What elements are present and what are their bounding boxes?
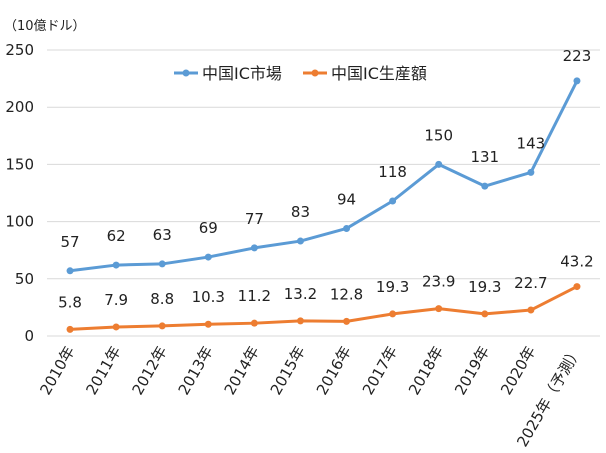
y-tick-label: 100 (5, 213, 34, 231)
data-point (296, 317, 304, 325)
legend-label: 中国IC市場 (202, 64, 282, 83)
x-tick-label: 2020年 (497, 343, 539, 398)
data-point (204, 253, 212, 261)
y-tick-label: 150 (5, 155, 34, 173)
data-point (435, 160, 443, 168)
data-point (250, 319, 258, 327)
legend: 中国IC市場 中国IC生産額 (174, 64, 427, 83)
data-label: 19.3 (376, 278, 409, 296)
data-label: 23.9 (422, 273, 455, 291)
data-point (66, 325, 74, 333)
x-tick-label: 2019年 (451, 343, 493, 398)
y-axis-ticks: 0 50 100 150 200 250 (5, 41, 34, 345)
data-point (435, 305, 443, 313)
data-label: 19.3 (468, 278, 501, 296)
data-label: 62 (107, 227, 126, 245)
data-point (389, 197, 397, 205)
legend-label: 中国IC生産額 (331, 64, 427, 83)
data-point (204, 320, 212, 328)
data-label: 13.2 (284, 285, 317, 303)
data-label: 57 (60, 233, 79, 251)
y-tick-label: 0 (24, 327, 34, 345)
data-label: 5.8 (58, 293, 82, 311)
data-label: 8.8 (150, 290, 174, 308)
data-point (343, 224, 351, 232)
x-tick-label: 2017年 (359, 343, 401, 398)
x-tick-label: 2014年 (221, 343, 263, 398)
data-labels: 57 62 63 69 77 83 94 118 150 131 143 223 5.8 7.9 8.8 10… (58, 47, 594, 311)
y-tick-label: 50 (15, 270, 34, 288)
data-point (112, 323, 120, 331)
gridlines (47, 49, 600, 337)
data-point (158, 322, 166, 330)
data-label: 69 (199, 219, 218, 237)
data-label: 7.9 (104, 291, 128, 309)
data-point (389, 310, 397, 318)
data-point (112, 261, 120, 269)
x-axis-ticks: 2010年 2011年 2012年 2013年 2014年 2015年 2016年 2017年… (36, 343, 585, 450)
series-line (69, 80, 579, 273)
data-label: 118 (378, 163, 407, 181)
legend-marker (182, 69, 190, 77)
y-tick-label: 200 (5, 98, 34, 116)
data-label: 150 (424, 126, 453, 144)
data-point (573, 77, 581, 85)
data-label: 131 (470, 148, 499, 166)
x-tick-label: 2015年 (267, 343, 309, 398)
data-label: 12.8 (330, 285, 363, 303)
data-point (527, 168, 535, 176)
data-point (343, 317, 351, 325)
data-point (573, 283, 581, 291)
data-label: 223 (563, 47, 592, 65)
data-point (250, 244, 258, 252)
series-group (66, 77, 581, 333)
x-tick-label: 2012年 (128, 343, 170, 398)
data-label: 94 (337, 190, 356, 208)
data-label: 11.2 (238, 287, 271, 305)
data-point (66, 267, 74, 275)
legend-marker (311, 69, 319, 77)
data-label: 77 (245, 210, 264, 228)
y-tick-label: 250 (5, 41, 34, 59)
data-label: 22.7 (514, 274, 547, 292)
data-point (527, 306, 535, 314)
data-label: 63 (153, 226, 172, 244)
data-label: 43.2 (560, 253, 593, 271)
data-point (158, 260, 166, 268)
data-point (481, 310, 489, 318)
data-point (296, 237, 304, 245)
data-point (481, 182, 489, 190)
y-axis-unit-label: （10億ドル） (4, 18, 86, 34)
x-tick-label: 2013年 (175, 343, 217, 398)
x-tick-label: 2010年 (36, 343, 78, 398)
x-tick-label: 2011年 (82, 343, 124, 398)
series-line (69, 285, 578, 331)
x-tick-label: 2016年 (313, 343, 355, 398)
data-label: 83 (291, 203, 310, 221)
data-label: 143 (517, 134, 546, 152)
data-label: 10.3 (192, 288, 225, 306)
x-tick-label: 2018年 (405, 343, 447, 398)
